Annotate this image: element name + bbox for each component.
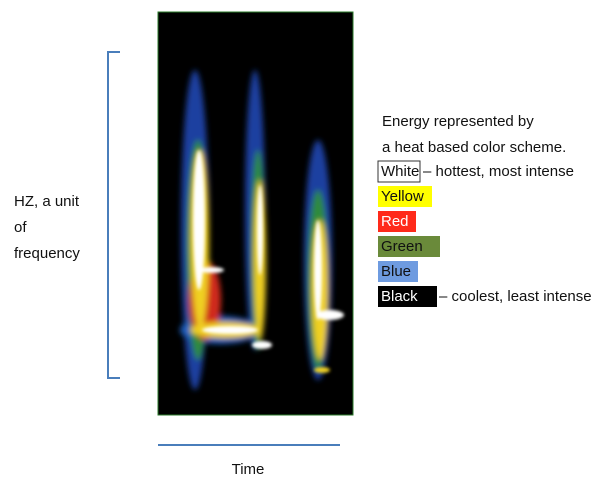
frequency-label: frequency [14, 245, 80, 262]
figure: HZ, a unit of frequency Time Energy repr… [0, 0, 614, 480]
legend-label: Blue [381, 263, 411, 280]
frequency-label: of [14, 219, 27, 236]
frequency-label: HZ, a unit [14, 193, 80, 210]
legend-heading: Energy represented by [382, 113, 534, 130]
legend-heading: a heat based color scheme. [382, 139, 566, 156]
legend: Energy represented by a heat based color… [378, 113, 592, 307]
legend-description: – hottest, most intense [423, 163, 574, 180]
time-label: Time [232, 461, 265, 478]
frequency-bracket [108, 52, 120, 378]
legend-label: White [381, 163, 419, 180]
spectrogram [158, 12, 353, 415]
legend-label: Green [381, 238, 423, 255]
legend-label: Black [381, 288, 418, 305]
legend-label: Red [381, 213, 409, 230]
legend-label: Yellow [381, 188, 424, 205]
legend-description: – coolest, least intense [439, 288, 592, 305]
